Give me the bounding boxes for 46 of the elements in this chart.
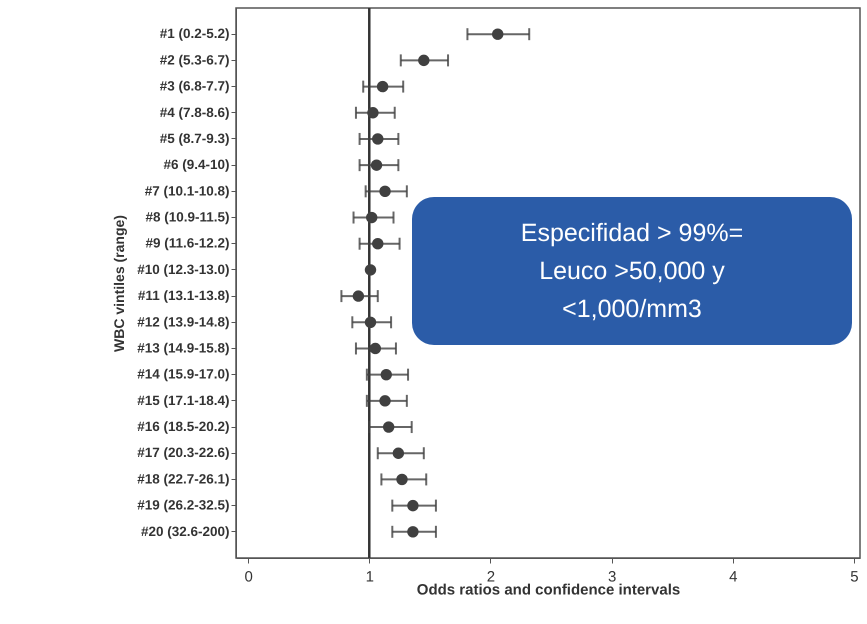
y-tick-label: #6 (9.4-10) [163,157,230,172]
y-tick-label: #20 (32.6-200) [140,524,230,539]
callout-box: Especifidad > 99%= Leuco >50,000 y <1,000/mm3 [412,197,852,345]
y-tick-label: #12 (13.9-14.8) [137,314,230,330]
point [379,395,391,407]
point [492,28,504,40]
point [407,526,419,538]
point [364,264,376,276]
point [366,212,378,224]
y-axis-title: WBC vintiles (range) [111,215,128,352]
point [372,238,384,250]
y-tick-label: #2 (5.3-6.7) [160,52,230,68]
x-tick-label: 5 [850,568,859,586]
y-tick-label: #9 (11.6-12.2) [145,236,230,251]
point [376,80,388,92]
y-tick-label: #14 (15.9-17.0) [137,366,230,382]
y-tick-label: #8 (10.9-11.5) [145,210,230,225]
y-tick-label: #10 (12.3-13.0) [137,262,230,277]
x-tick-label: 4 [729,568,738,586]
point [380,368,392,380]
point [370,159,382,171]
point [382,421,394,433]
y-tick-label: #5 (8.7-9.3) [160,130,230,146]
x-tick-label: 1 [366,568,374,586]
point [352,290,364,302]
y-tick-label: #18 (22.7-26.1) [137,471,230,486]
y-tick-label: #1 (0.2-5.2) [160,26,230,42]
point [370,342,382,354]
y-tick-label: #15 (17.1-18.4) [137,392,230,408]
y-tick-label: #4 (7.8-8.6) [160,104,230,120]
point [372,133,384,145]
point [396,474,408,486]
point [367,107,379,118]
point [418,54,430,66]
point [407,500,419,512]
point [392,448,404,459]
point [379,186,391,198]
y-tick-label: #3 (6.8-7.7) [160,78,230,94]
y-tick-label: #7 (10.1-10.8) [144,183,230,198]
point [364,316,376,328]
y-tick-label: #17 (20.3-22.6) [137,445,230,460]
y-tick-label: #11 (13.1-13.8) [138,288,230,304]
y-tick-label: #16 (18.5-20.2) [137,419,230,434]
y-tick-label: #13 (14.9-15.8) [137,340,230,356]
x-tick-label: 0 [244,568,253,586]
y-tick-label: #19 (26.2-32.5) [137,498,230,513]
